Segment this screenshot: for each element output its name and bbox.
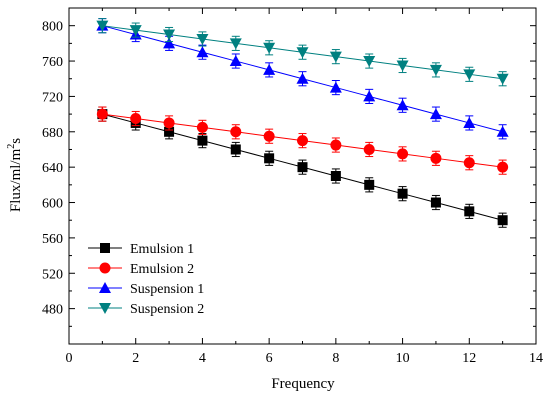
data-point [329,81,342,93]
y-axis-title-superscript: 2 [6,144,17,149]
data-point [197,135,208,146]
data-point [164,126,175,137]
data-point [263,42,276,54]
data-point [196,121,208,133]
data-point [363,90,376,102]
data-point [229,38,242,50]
legend-label: Emulsion 2 [130,262,194,277]
y-axis-title: Flux/ml/m2s [6,138,24,212]
data-point [496,125,509,137]
legend-label: Suspension 2 [130,302,204,317]
legend-label: Emulsion 1 [130,242,194,257]
legend-label: Suspension 1 [130,282,204,297]
x-tick-label: 12 [462,351,476,366]
plot-area: 0 2 4 6 8 10 12 14 480 520 560 600 640 680 720 760 800 [42,7,543,366]
y-tick-label: 720 [42,90,63,105]
x-tick-label: 0 [66,351,73,366]
y-tick-label: 600 [42,197,63,212]
y-tick-label: 680 [42,126,63,141]
data-point [263,63,276,75]
series-suspension-1 [96,18,509,140]
data-point [296,47,309,59]
data-point [264,153,275,164]
y-tick-label: 480 [42,303,63,318]
data-point [229,55,242,67]
series-layer [96,18,509,228]
x-axis-title: Frequency [271,376,335,392]
data-point [297,135,308,147]
data-point [496,73,509,85]
y-axis-title-main: Flux/ml/m [8,148,24,212]
legend-entry: Suspension 2 [88,302,204,317]
data-point [230,144,241,155]
data-point [430,152,442,164]
y-tick-label: 640 [42,161,63,176]
data-point [297,162,308,173]
data-point [130,113,142,125]
series-emulsion-1 [97,106,508,228]
data-point [429,64,442,76]
series-emulsion-2 [96,106,509,175]
legend-marker [100,243,110,253]
x-tick-label: 6 [266,351,273,366]
data-point [363,56,376,68]
data-point [96,20,109,32]
data-point [497,161,509,173]
legend-marker [99,282,111,293]
x-tick-label: 14 [529,351,543,366]
data-point [396,60,409,72]
legend-entry: Suspension 1 [88,282,204,297]
y-axis-title-tail: s [8,138,24,144]
data-point [363,143,375,155]
y-tick-label: 800 [42,20,63,35]
data-point [196,33,209,45]
legend-marker [99,303,111,314]
legend-entry: Emulsion 1 [88,242,194,257]
data-point [163,29,176,41]
data-point [430,197,441,208]
data-point [230,126,242,138]
data-point [329,51,342,63]
x-tick-label: 2 [132,351,139,366]
data-point [463,69,476,81]
data-point [464,206,475,217]
data-point [96,108,108,120]
data-point [163,37,176,49]
x-tick-label: 8 [332,351,339,366]
legend-marker [99,262,111,274]
data-point [396,99,409,111]
data-point [497,215,508,226]
data-point [364,179,375,190]
data-point [163,117,175,129]
y-tick-label: 760 [42,55,63,70]
data-point [429,108,442,120]
legend-entry: Emulsion 2 [88,262,194,277]
x-tick-label: 4 [199,351,206,366]
data-point [263,130,275,142]
y-tick-label: 560 [42,232,63,247]
legend: Emulsion 1 Emulsion 2 Suspension 1 Suspensi… [88,242,204,317]
y-tick-label: 520 [42,267,63,282]
data-point [463,157,475,169]
series-suspension-2 [96,18,509,87]
data-point [397,188,408,199]
data-point [196,46,209,58]
data-point [330,171,341,181]
data-point [463,116,476,128]
data-point [129,25,142,37]
data-point [330,139,342,151]
data-point [296,72,309,84]
x-tick-label: 10 [396,351,410,366]
data-point [397,148,409,160]
